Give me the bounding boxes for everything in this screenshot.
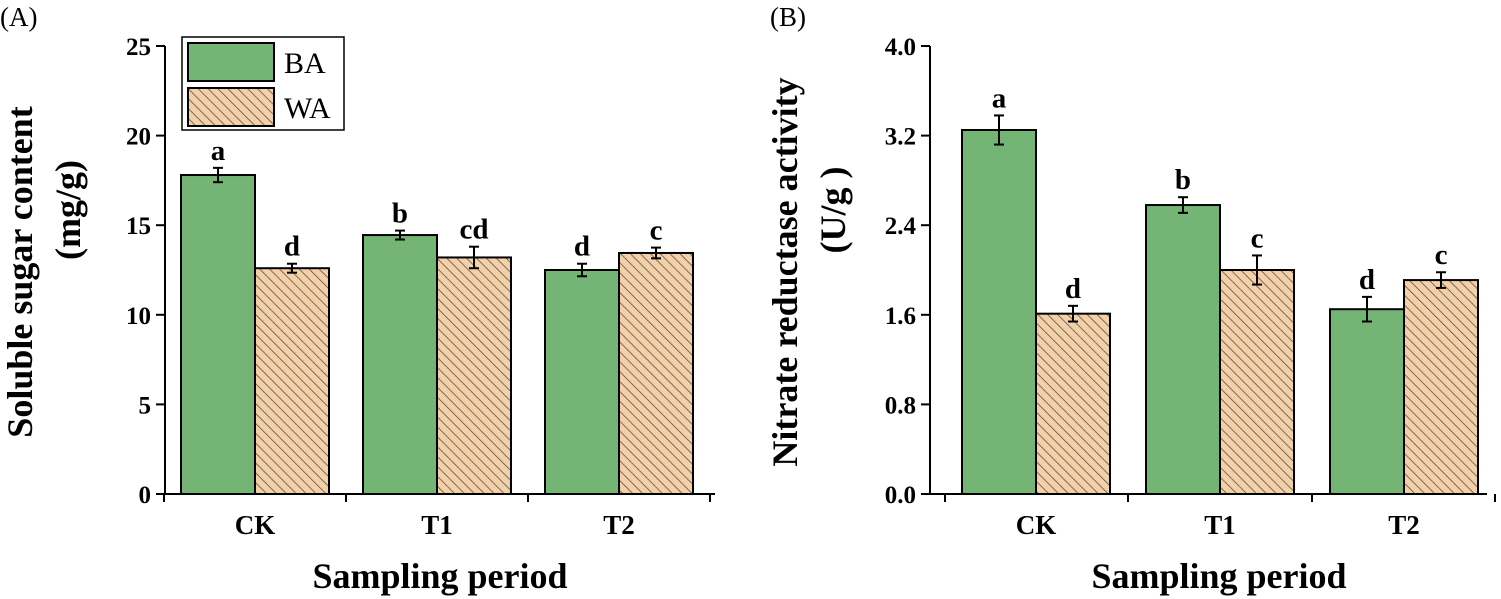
bar-ba-t1 [362, 234, 438, 495]
bar-wa-ck [254, 267, 330, 496]
significance-label: c [1435, 239, 1448, 271]
panel-label: (A) [0, 2, 37, 32]
bar-ba-t2 [1329, 308, 1405, 496]
y-tick-label: 3.2 [885, 124, 916, 151]
x-tick-label: T2 [603, 510, 635, 540]
panel-b: (B) a b d d c c 0.0 0.8 1.6 2.4 3.2 4.0 CK T1 T2 Samplin… [765, 2, 1496, 596]
y-tick-label: 5 [139, 392, 152, 419]
legend-label-wa: WA [284, 92, 331, 125]
significance-label: a [992, 82, 1007, 114]
bar-wa-ck [1035, 312, 1111, 495]
panel-a: (A) a b d d cd c 0 5 10 15 20 25 CK T1 T2 Sampling perio… [0, 2, 715, 596]
y-axis-units: (U/g ) [813, 167, 853, 254]
legend-label-ba: BA [284, 47, 326, 80]
significance-label: c [1251, 222, 1264, 254]
y-tick-label: 20 [126, 124, 151, 151]
legend: BA WA [181, 36, 345, 131]
y-tick-label: 10 [126, 303, 151, 330]
y-tick-label: 0 [139, 482, 152, 509]
y-tick-label: 25 [126, 34, 151, 61]
significance-label: d [284, 231, 300, 263]
x-tick-label: T1 [421, 510, 453, 540]
y-axis-title: Nitrate reductase activity [765, 77, 805, 466]
y-tick-label: 2.4 [885, 213, 917, 240]
x-axis-title: Sampling period [312, 556, 567, 596]
legend-swatch-wa [187, 87, 275, 127]
y-axis-units: (mg/g) [48, 160, 88, 260]
significance-label: d [574, 231, 590, 263]
x-tick-label: CK [235, 510, 276, 540]
significance-label: d [1065, 273, 1081, 305]
bar-wa-t1 [436, 256, 512, 495]
significance-label: cd [460, 214, 489, 246]
x-axis-title: Sampling period [1091, 556, 1346, 596]
significance-label: a [211, 135, 226, 167]
y-tick-label: 0.0 [885, 482, 916, 509]
significance-label: b [392, 198, 408, 230]
y-tick-label: 15 [126, 213, 151, 240]
significance-label: d [1359, 264, 1375, 296]
significance-label: b [1175, 164, 1191, 196]
y-axis-title: Soluble sugar content [0, 106, 40, 437]
significance-label: c [650, 215, 663, 247]
bar-ba-ck [961, 129, 1037, 495]
y-tick-label: 0.8 [885, 392, 916, 419]
bar-ba-t1 [1145, 204, 1221, 495]
bar-ba-ck [180, 174, 256, 496]
bar-ba-t2 [544, 269, 620, 495]
bar-wa-t1 [1219, 269, 1295, 495]
y-tick-label: 1.6 [885, 303, 916, 330]
x-tick-label: T2 [1388, 510, 1420, 540]
legend-swatch-ba [187, 42, 275, 82]
x-tick-label: CK [1016, 510, 1057, 540]
y-tick-label: 4.0 [885, 34, 916, 61]
x-tick-label: T1 [1204, 510, 1236, 540]
bar-wa-t2 [1403, 279, 1479, 495]
panel-label: (B) [770, 2, 806, 32]
bar-wa-t2 [618, 251, 694, 495]
